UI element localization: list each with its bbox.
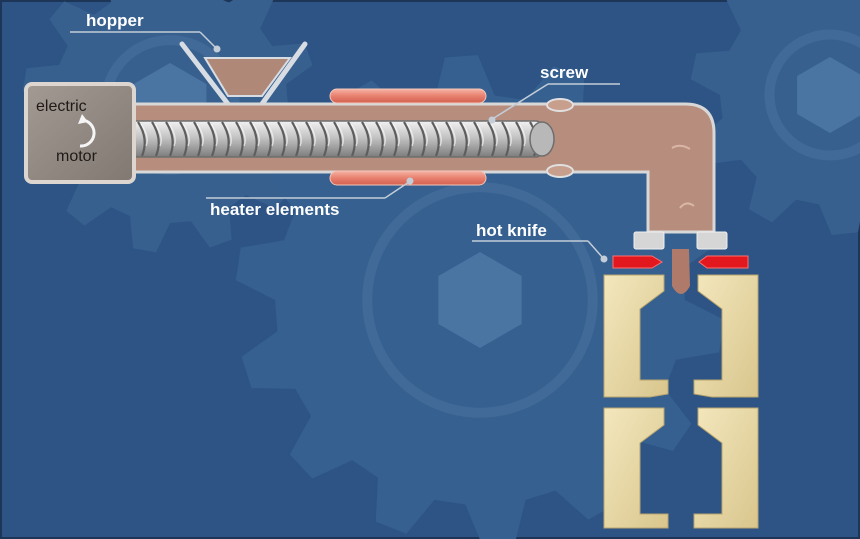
screw-flight <box>207 121 216 157</box>
screw-flight-highlight <box>266 123 274 147</box>
screw-flight <box>501 121 510 157</box>
screw-flight <box>431 121 440 157</box>
screw-flight-highlight <box>462 123 470 147</box>
screw-flight <box>347 121 356 157</box>
label-hot-knife: hot knife <box>476 221 547 240</box>
screw-flight-highlight <box>238 123 246 147</box>
heater-element-bottom <box>329 170 487 186</box>
background-gear-ring <box>764 29 860 161</box>
screw-flight-highlight <box>364 123 372 147</box>
callout-hopper: hopper <box>70 11 221 53</box>
screw-flight <box>179 121 188 157</box>
motor-label-line1: electric <box>36 98 87 115</box>
screw-flight <box>305 121 314 157</box>
screw-flight <box>151 121 160 157</box>
screw-flight <box>319 121 328 157</box>
screw-flight <box>361 121 370 157</box>
motor-label-line2: motor <box>56 148 98 165</box>
screw-flight <box>263 121 272 157</box>
screw-flight-highlight <box>518 123 526 147</box>
label-heater-elements: heater elements <box>210 200 339 219</box>
screw-flight <box>459 121 468 157</box>
screw-flight-highlight <box>378 123 386 147</box>
electric-motor: electric motor <box>24 82 136 184</box>
screw <box>129 120 555 158</box>
callout-heater-elements: heater elements <box>206 177 414 219</box>
die-block-left <box>633 231 665 250</box>
screw-flight <box>473 121 482 157</box>
callout-screw: screw <box>488 63 620 124</box>
hot-knife-right <box>698 255 749 269</box>
screw-flight-highlight <box>448 123 456 147</box>
screw-flight-highlight <box>392 123 400 147</box>
background-gear-hub <box>797 57 860 133</box>
background-gear-ring <box>362 182 598 418</box>
parison <box>672 249 690 294</box>
melt-flow-mark <box>679 202 695 209</box>
screw-flight <box>389 121 398 157</box>
callout-hot-knife: hot knife <box>472 221 608 263</box>
die-block-right <box>696 231 728 250</box>
screw-flight-highlight <box>322 123 330 147</box>
screw-flight-highlight <box>182 123 190 147</box>
screw-flight <box>249 121 258 157</box>
screw-flight <box>445 121 454 157</box>
screw-flight-highlight <box>350 123 358 147</box>
screw-flight-highlight <box>434 123 442 147</box>
screw-flight-highlight <box>420 123 428 147</box>
hopper <box>179 41 308 107</box>
mold-upper <box>603 274 759 398</box>
screw-flight-highlight <box>490 123 498 147</box>
mold-lower <box>603 407 759 529</box>
screw-flight <box>137 121 146 157</box>
screw-flight-highlight <box>280 123 288 147</box>
hot-knife-left <box>612 255 663 269</box>
label-hopper: hopper <box>86 11 144 30</box>
screw-flight <box>515 121 524 157</box>
screw-flight <box>487 121 496 157</box>
screw-flight-highlight <box>154 123 162 147</box>
screw-flight-highlight <box>224 123 232 147</box>
heater-element-top <box>329 88 487 104</box>
screw-flight-highlight <box>140 123 148 147</box>
screw-flight-highlight <box>210 123 218 147</box>
screw-flight <box>375 121 384 157</box>
screw-flight <box>403 121 412 157</box>
screw-flight-highlight <box>252 123 260 147</box>
screw-flight <box>235 121 244 157</box>
melt-flow-mark <box>671 144 691 150</box>
screw-flight-highlight <box>336 123 344 147</box>
label-screw: screw <box>540 63 589 82</box>
screw-flight <box>291 121 300 157</box>
screw-flight <box>277 121 286 157</box>
screw-flight-highlight <box>294 123 302 147</box>
screw-flight-highlight <box>308 123 316 147</box>
screw-flight <box>221 121 230 157</box>
screw-flight-highlight <box>406 123 414 147</box>
screw-flight <box>193 121 202 157</box>
screw-flight <box>417 121 426 157</box>
screw-flight-highlight <box>504 123 512 147</box>
screw-flight-highlight <box>168 123 176 147</box>
barrel-flange <box>546 98 574 112</box>
screw-flight <box>333 121 342 157</box>
barrel-flange <box>546 164 574 178</box>
background-gear-hub <box>438 252 522 348</box>
screw-flight-highlight <box>196 123 204 147</box>
screw-flight-highlight <box>476 123 484 147</box>
screw-flight <box>165 121 174 157</box>
